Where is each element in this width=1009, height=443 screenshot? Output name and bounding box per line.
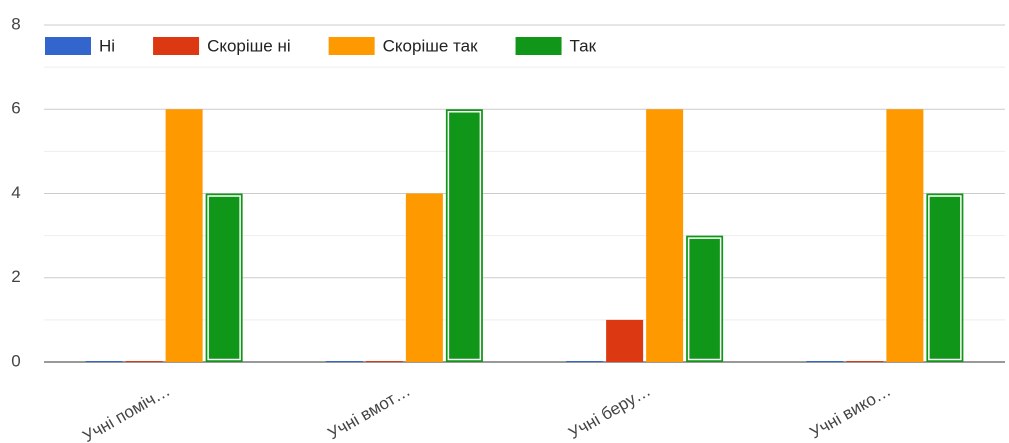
legend-swatch <box>153 37 200 55</box>
legend-label: Скоріше ні <box>207 36 291 55</box>
y-tick-label: 0 <box>11 351 20 370</box>
bar <box>125 361 163 362</box>
bar <box>806 361 844 362</box>
bar <box>325 361 363 362</box>
bar-highlight <box>447 111 482 361</box>
bar-highlight <box>928 195 962 361</box>
bar <box>85 361 123 362</box>
y-tick-label: 8 <box>11 14 20 33</box>
bar <box>445 109 483 362</box>
y-tick-label: 6 <box>11 99 20 118</box>
bar-highlight <box>207 195 241 361</box>
bar <box>886 109 924 362</box>
bar-highlight <box>687 237 722 361</box>
legend-swatch <box>45 37 91 55</box>
legend-label: Так <box>570 36 597 55</box>
bar <box>606 319 644 362</box>
bar <box>926 193 964 362</box>
legend-swatch <box>515 37 562 55</box>
y-tick-label: 2 <box>11 267 20 286</box>
x-tick-label: Учні поміч… <box>79 381 173 443</box>
bar <box>365 361 403 362</box>
bar <box>646 109 684 362</box>
bar <box>846 361 884 362</box>
legend-label: Скоріше так <box>383 36 478 55</box>
legend-swatch <box>328 37 375 55</box>
bar <box>566 361 604 362</box>
y-tick-label: 4 <box>11 183 20 202</box>
bar <box>165 109 203 362</box>
bar <box>405 193 443 362</box>
x-tick-label: Учні беру… <box>565 381 654 443</box>
x-tick-label: Учні вмот… <box>324 381 413 443</box>
bar <box>686 235 724 362</box>
x-tick-label: Учні вико… <box>807 381 895 443</box>
legend-label: Ні <box>99 36 115 55</box>
bar <box>205 193 243 362</box>
